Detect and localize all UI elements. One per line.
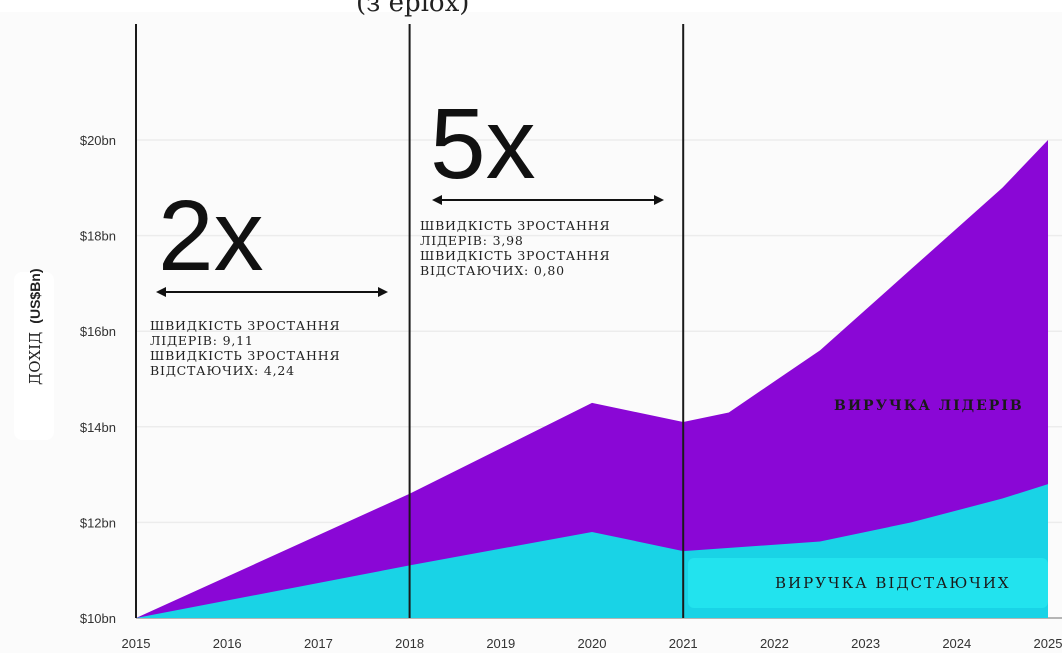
x-tick-label: 2015 — [122, 636, 151, 651]
period-arrow-right-head — [654, 195, 664, 205]
leaders-revenue-area — [136, 140, 1048, 618]
x-tick-label: 2021 — [669, 636, 698, 651]
growth-rate-line: ШВИДКІСТЬ ЗРОСТАННЯ — [150, 348, 340, 363]
y-tick-label: $14bn — [80, 420, 116, 435]
x-tick-label: 2017 — [304, 636, 333, 651]
x-axis-ticks: 2015 2016 2017 2018 2019 2020 2021 2022 2023 2024… — [122, 636, 1062, 651]
x-tick-label: 2019 — [486, 636, 515, 651]
period-arrow-right-head — [378, 287, 388, 297]
laggards-label-box — [688, 558, 1048, 608]
y-tick-label: $12bn — [80, 515, 116, 530]
x-tick-label: 2022 — [760, 636, 789, 651]
period-dividers — [135, 24, 685, 618]
growth-rate-line: ЛІДЕРІВ: 3,98 — [420, 233, 524, 248]
growth-multiplier: 5x — [430, 88, 536, 200]
growth-rate-line: ШВИДКІСТЬ ЗРОСТАННЯ — [150, 318, 340, 333]
y-axis-ticks: $10bn $12bn $14bn $16bn $18bn $20bn — [80, 133, 116, 626]
growth-rate-line: ВІДСТАЮЧИХ: 0,80 — [420, 263, 565, 278]
x-tick-label: 2016 — [213, 636, 242, 651]
y-tick-label: $10bn — [80, 611, 116, 626]
growth-multiplier: 2x — [158, 180, 264, 292]
y-tick-label: $16bn — [80, 324, 116, 339]
leaders-series-label: ВИРУЧКА ЛІДЕРІВ — [834, 398, 1024, 414]
y-axis-unit: (US$Bn) — [27, 268, 43, 323]
series-labels: ВИРУЧКА ЛІДЕРІВ ВИРУЧКА ВІДСТАЮЧИХ — [688, 398, 1048, 608]
growth-rate-line: ВІДСТАЮЧИХ: 4,24 — [150, 363, 295, 378]
x-tick-label: 2025 — [1034, 636, 1062, 651]
y-axis-title: ДОХІД (US$Bn) — [26, 268, 44, 385]
laggards-series-label: ВИРУЧКА ВІДСТАЮЧИХ — [775, 574, 1011, 592]
period-arrow-left-head — [156, 287, 166, 297]
growth-rate-line: ШВИДКІСТЬ ЗРОСТАННЯ — [420, 248, 610, 263]
x-tick-label: 2020 — [578, 636, 607, 651]
period-arrow-left-head — [432, 195, 442, 205]
y-axis-label-box — [14, 272, 54, 440]
growth-rate-line: ШВИДКІСТЬ ЗРОСТАННЯ — [420, 218, 610, 233]
y-axis-title-text: ДОХІД — [26, 332, 44, 385]
x-tick-label: 2023 — [851, 636, 880, 651]
series-areas — [136, 140, 1048, 618]
y-tick-label: $18bn — [80, 229, 116, 244]
y-axis-label: ДОХІД (US$Bn) — [14, 268, 54, 440]
growth-rate-line: ЛІДЕРІВ: 9,11 — [150, 333, 254, 348]
y-tick-label: $20bn — [80, 133, 116, 148]
x-tick-label: 2024 — [942, 636, 971, 651]
cropped-title-fragment: (з еріох) — [356, 0, 470, 18]
x-tick-label: 2018 — [395, 636, 424, 651]
